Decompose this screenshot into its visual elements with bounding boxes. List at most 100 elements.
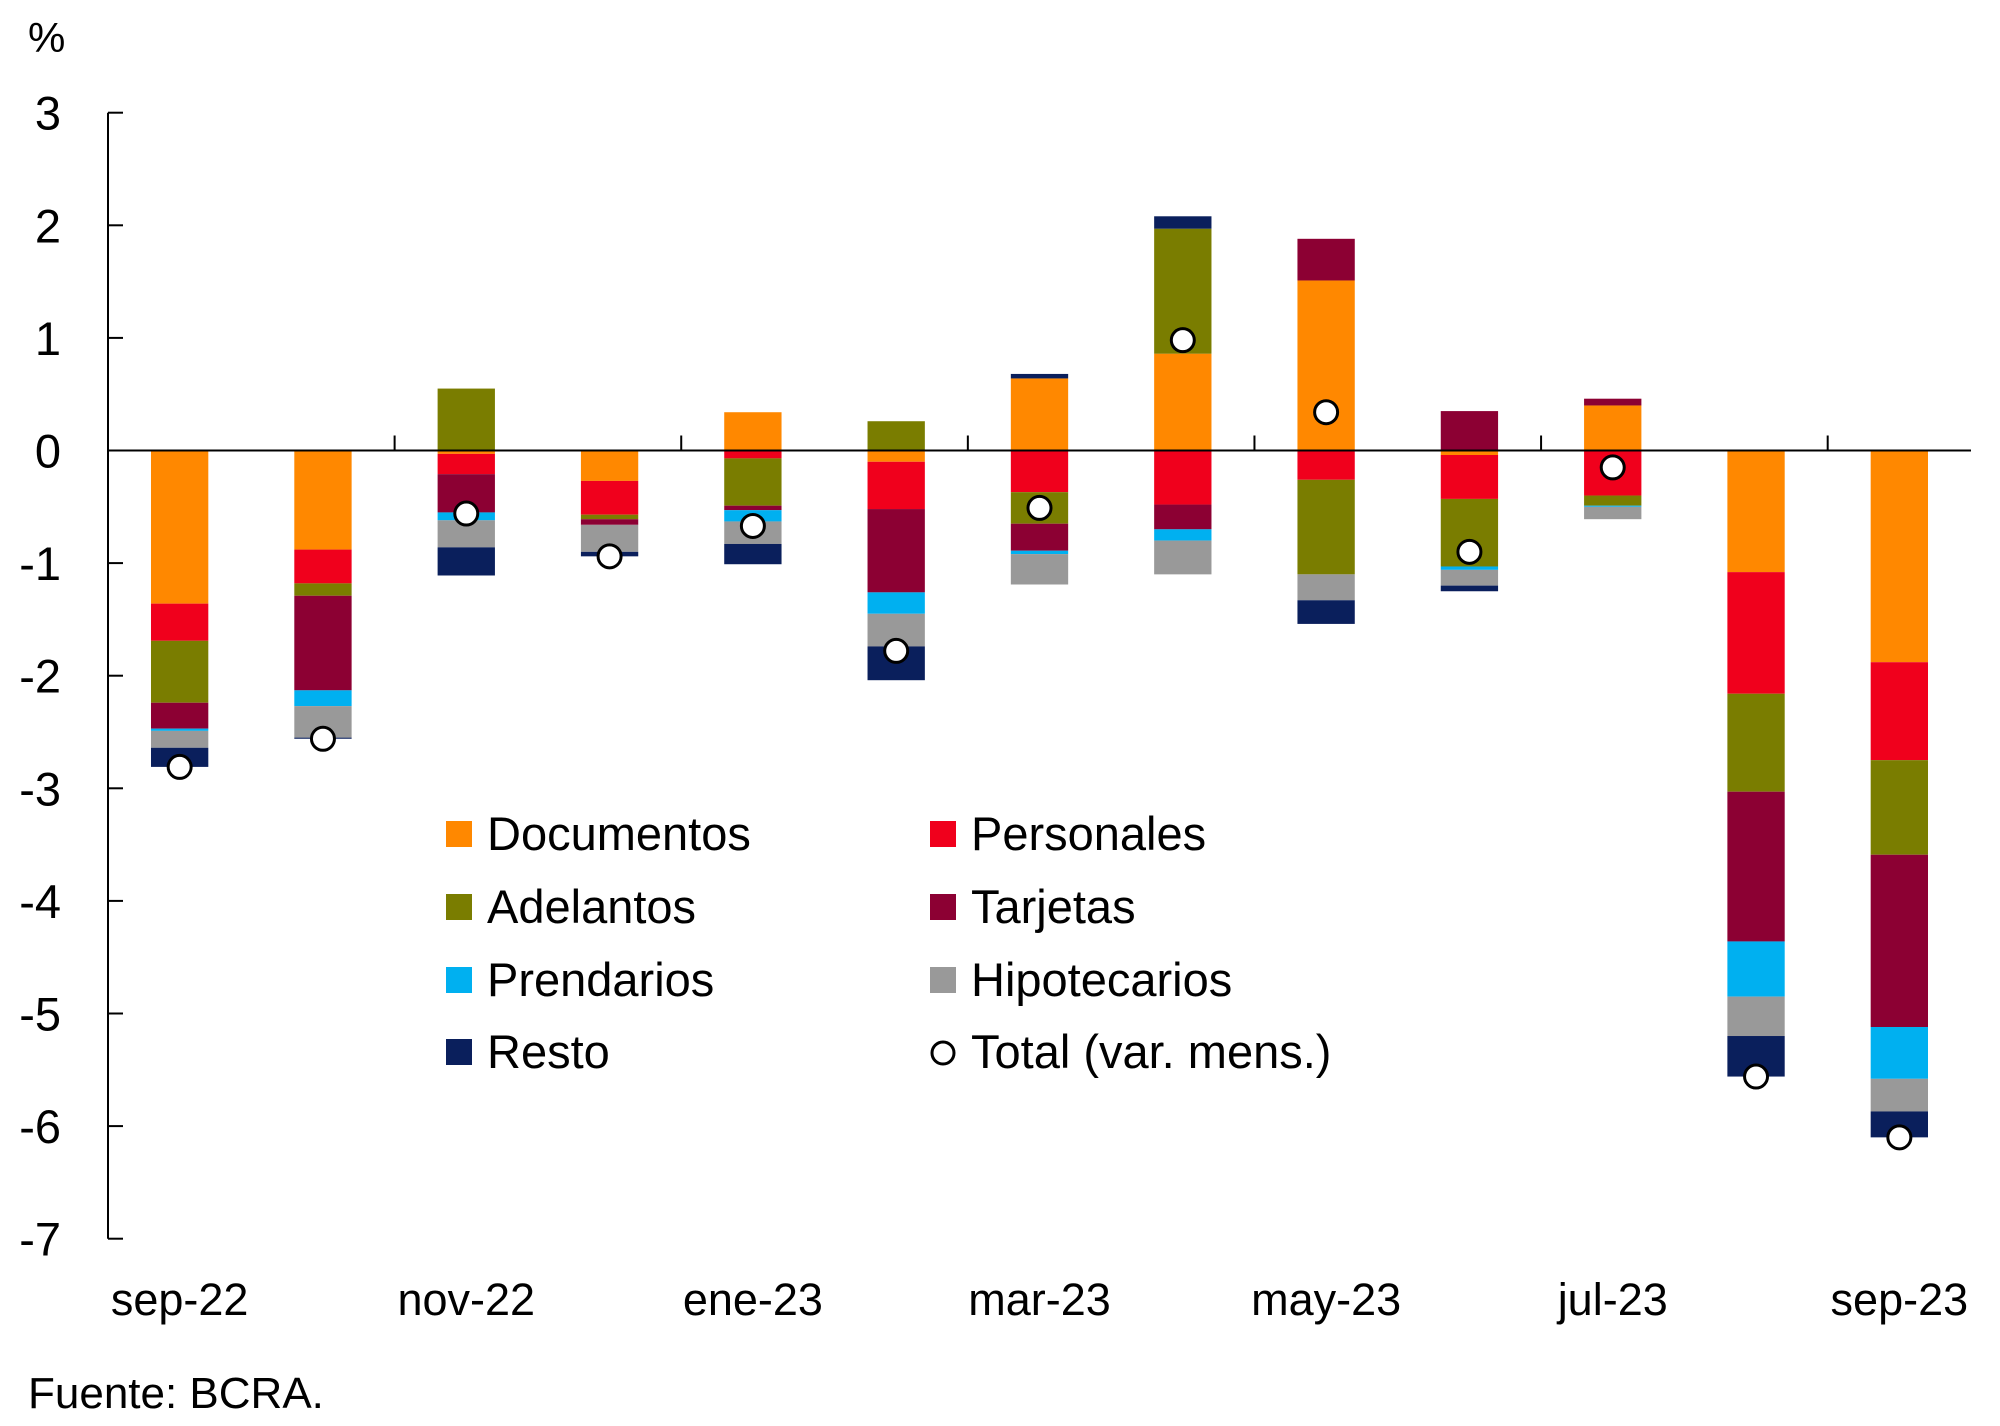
total-marker-jul-23	[1599, 454, 1626, 481]
legend-marker-circle	[930, 1040, 956, 1066]
legend-swatch-square	[446, 821, 472, 847]
legend-item: Tarjetas	[930, 880, 1136, 933]
bar-segment-adelantos-oct-22	[294, 583, 352, 596]
bar-segment-tarjetas-feb-23	[867, 509, 925, 593]
legend-label: Total (var. mens.)	[971, 1025, 1331, 1078]
legend-swatch-square	[930, 967, 956, 993]
bar-segment-hipotecarios-jul-23	[1584, 506, 1642, 520]
bar-segment-tarjetas-may-23	[1297, 238, 1355, 281]
bar-segment-tarjetas-jun-23	[1440, 411, 1499, 451]
y-tick-label: 0	[35, 425, 61, 478]
bar-segment-adelantos-ago-23	[1727, 693, 1785, 792]
bar-segment-tarjetas-ago-23	[1727, 791, 1785, 942]
bar-segment-personales-dic-22	[580, 480, 639, 515]
total-marker-nov-22	[453, 500, 480, 527]
bar-segment-adelantos-may-23	[1297, 479, 1355, 575]
legend-label: Adelantos	[487, 880, 696, 933]
bar-segment-documentos-feb-23	[867, 450, 925, 462]
legend-item: Documentos	[446, 807, 751, 860]
x-tick-label: ene-23	[683, 1274, 823, 1325]
total-marker-oct-22	[309, 725, 336, 752]
source-note: Fuente: BCRA.	[28, 1369, 324, 1418]
bar-segment-adelantos-sep-23	[1870, 760, 1928, 855]
bar-segment-prendarios-sep-22	[150, 728, 209, 731]
bar-segment-prendarios-jul-23	[1584, 505, 1642, 507]
bar-segment-hipotecarios-may-23	[1297, 574, 1355, 601]
legend-label: Prendarios	[487, 953, 714, 1006]
bar-segment-prendarios-feb-23	[867, 592, 925, 614]
bar-segment-documentos-oct-22	[294, 450, 352, 550]
legend-label: Hipotecarios	[971, 953, 1232, 1006]
bar-segment-adelantos-feb-23	[867, 421, 925, 451]
y-tick-label: -5	[19, 988, 61, 1041]
legend-swatch-square	[446, 894, 472, 920]
bar-segment-personales-jun-23	[1440, 455, 1499, 499]
bar-segment-tarjetas-dic-22	[580, 519, 639, 525]
bar-segment-personales-mar-23	[1010, 450, 1069, 493]
legend-item: Total (var. mens.)	[930, 1025, 1331, 1078]
bar-segment-tarjetas-jul-23	[1584, 398, 1642, 406]
bar-segment-resto-mar-23	[1010, 373, 1069, 379]
bar-segment-hipotecarios-sep-22	[150, 730, 209, 748]
y-tick-label: -6	[19, 1100, 61, 1153]
bar-segment-adelantos-nov-22	[437, 388, 495, 451]
legend-item: Adelantos	[446, 880, 696, 933]
bar-segment-adelantos-dic-22	[580, 514, 639, 520]
y-ticks-layer: 3 2 1 0 -1 -2 -3 -4 -5 -6 -7	[19, 87, 123, 1266]
legend-swatch-square	[930, 821, 956, 847]
legend-label: Documentos	[487, 807, 751, 860]
legend-item: Resto	[446, 1025, 610, 1078]
bar-segment-documentos-ene-23	[724, 412, 782, 451]
total-marker-ene-23	[739, 512, 766, 539]
legend: Documentos Personales Adelantos Tarjetas Pre…	[446, 807, 1331, 1078]
bar-segment-adelantos-jul-23	[1584, 495, 1642, 506]
bar-segment-documentos-dic-22	[580, 450, 639, 481]
bar-segment-tarjetas-sep-23	[1870, 854, 1928, 1028]
total-marker-ago-23	[1743, 1063, 1770, 1090]
y-tick-label: 2	[35, 199, 61, 252]
total-marker-feb-23	[883, 637, 910, 664]
bar-segment-documentos-abr-23	[1154, 353, 1212, 451]
bar-segment-prendarios-abr-23	[1154, 529, 1212, 541]
totals-layer	[166, 327, 1913, 1151]
bar-segment-tarjetas-mar-23	[1010, 523, 1069, 551]
bar-segment-documentos-jul-23	[1584, 405, 1642, 451]
legend-item: Personales	[930, 807, 1206, 860]
bar-segment-documentos-mar-23	[1010, 378, 1069, 451]
total-marker-sep-22	[166, 753, 193, 780]
bar-segment-resto-may-23	[1297, 600, 1355, 624]
bar-segment-adelantos-sep-22	[150, 640, 209, 703]
bar-segment-hipotecarios-abr-23	[1154, 540, 1212, 575]
x-tick-label: mar-23	[968, 1274, 1111, 1325]
bar-segment-prendarios-jun-23	[1440, 566, 1499, 570]
legend-item: Hipotecarios	[930, 953, 1232, 1006]
x-tick-label: nov-22	[397, 1274, 535, 1325]
bar-segment-prendarios-oct-22	[294, 690, 352, 707]
bar-segment-personales-ene-23	[724, 450, 782, 459]
bar-segment-hipotecarios-ago-23	[1727, 996, 1785, 1037]
bar-segment-documentos-sep-23	[1870, 450, 1928, 663]
bar-segment-adelantos-ene-23	[724, 458, 782, 506]
legend-swatch-square	[446, 967, 472, 993]
y-tick-label: 3	[35, 87, 61, 140]
bar-segment-hipotecarios-jun-23	[1440, 569, 1499, 586]
bar-segment-personales-abr-23	[1154, 450, 1212, 505]
bar-segment-personales-nov-22	[437, 453, 495, 475]
bar-segment-documentos-jun-23	[1440, 450, 1499, 455]
x-ticks-layer: sep-22 nov-22 ene-23 mar-23 may-23 jul-23 sep-…	[111, 435, 1968, 1325]
bar-segment-personales-feb-23	[867, 461, 925, 510]
bar-segment-tarjetas-abr-23	[1154, 504, 1212, 530]
y-tick-label: -4	[19, 875, 61, 928]
y-tick-label: -1	[19, 537, 61, 590]
legend-label: Personales	[971, 807, 1206, 860]
bar-segment-tarjetas-oct-22	[294, 595, 352, 691]
total-marker-dic-22	[596, 543, 623, 570]
y-axis-unit-label: %	[28, 14, 65, 61]
y-tick-label: -2	[19, 650, 61, 703]
bar-segment-tarjetas-ene-23	[724, 505, 782, 511]
total-marker-may-23	[1313, 399, 1340, 426]
y-tick-label: 1	[35, 312, 61, 365]
x-tick-label: jul-23	[1556, 1274, 1668, 1325]
legend-swatch-square	[930, 894, 956, 920]
legend-label: Tarjetas	[971, 880, 1136, 933]
